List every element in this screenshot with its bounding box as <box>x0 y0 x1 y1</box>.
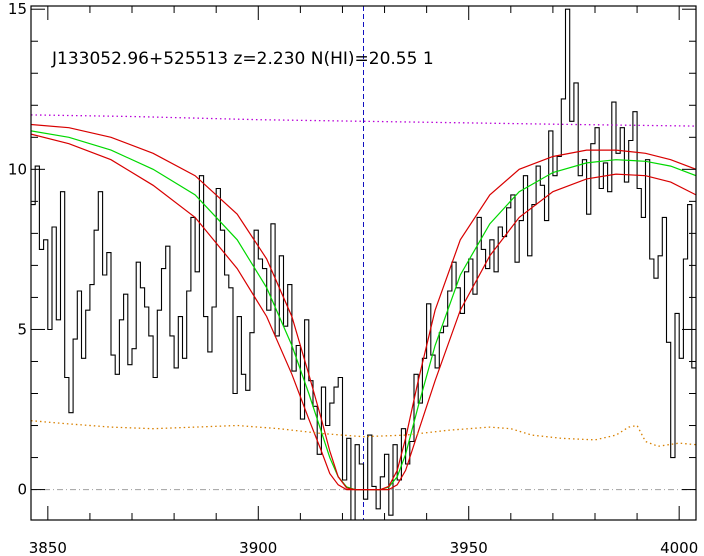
x-tick-label: 3900 <box>239 539 277 556</box>
x-tick-label: 3850 <box>29 539 67 556</box>
y-tick-label: 10 <box>8 160 27 178</box>
flux-histogram <box>31 8 696 520</box>
x-tick-label: 4000 <box>660 539 698 556</box>
plot-area <box>31 6 696 520</box>
plot-frame <box>30 5 697 521</box>
y-tick-label: 0 <box>17 481 27 499</box>
voigt-bound-curve <box>31 133 696 491</box>
x-tick-label: 3950 <box>450 539 488 556</box>
error-dotted-line <box>31 420 696 447</box>
y-tick-label: 15 <box>8 0 27 18</box>
y-tick-label: 5 <box>17 320 27 338</box>
chart-title: J133052.96+525513 z=2.230 N(HI)=20.55 1 <box>51 49 434 69</box>
